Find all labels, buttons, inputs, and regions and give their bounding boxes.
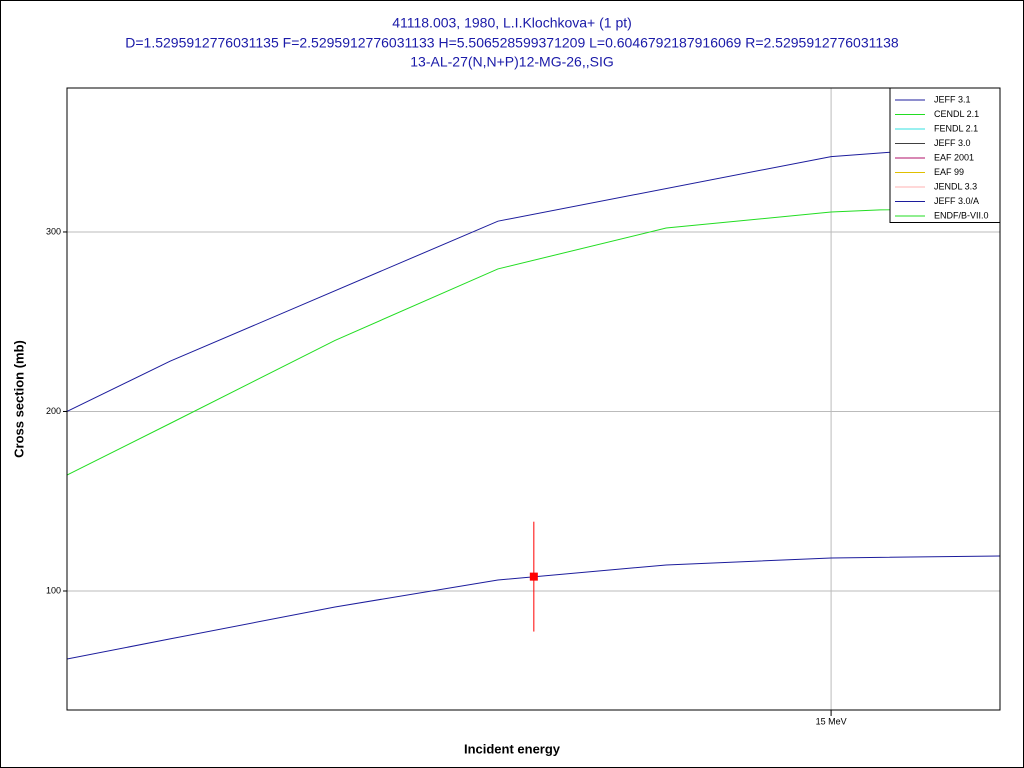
legend-label: CENDL 2.1 (934, 109, 979, 119)
y-tick-label: 100 (46, 585, 61, 595)
legend-label: JEFF 3.0/A (934, 196, 979, 206)
legend-label: EAF 99 (934, 167, 964, 177)
data-point (529, 572, 538, 581)
legend: JEFF 3.1 CENDL 2.1 FENDL 2.1 JEFF 3.0 EAF 20… (889, 87, 1001, 223)
chart-subtitle: D=1.5295912776031135 F=2.529591277603113… (125, 35, 899, 51)
legend-label: JENDL 3.3 (934, 181, 977, 191)
chart-title: 41118.003, 1980, L.I.Klochkova+ (1 pt) (392, 15, 632, 31)
series-line (67, 143, 1000, 412)
plot-area (67, 143, 1000, 660)
legend-box (889, 87, 1001, 223)
legend-label: FENDL 2.1 (934, 123, 978, 133)
legend-label: JEFF 3.1 (934, 94, 971, 104)
legend-label: ENDF/B-VII.0 (934, 210, 989, 220)
x-axis-label: Incident energy (464, 741, 561, 756)
plot-border (66, 87, 1001, 711)
reaction-label: 13-AL-27(N,N+P)12-MG-26,,SIG (410, 54, 613, 70)
y-axis-label: Cross section (mb) (11, 340, 26, 458)
legend-label: EAF 2001 (934, 152, 974, 162)
y-tick-label: 300 (46, 226, 61, 236)
series-line (67, 555, 1000, 660)
series-line (67, 208, 1000, 476)
y-tick-label: 200 (46, 406, 61, 416)
legend-label: JEFF 3.0 (934, 138, 971, 148)
x-tick-label: 15 MeV (816, 716, 847, 726)
